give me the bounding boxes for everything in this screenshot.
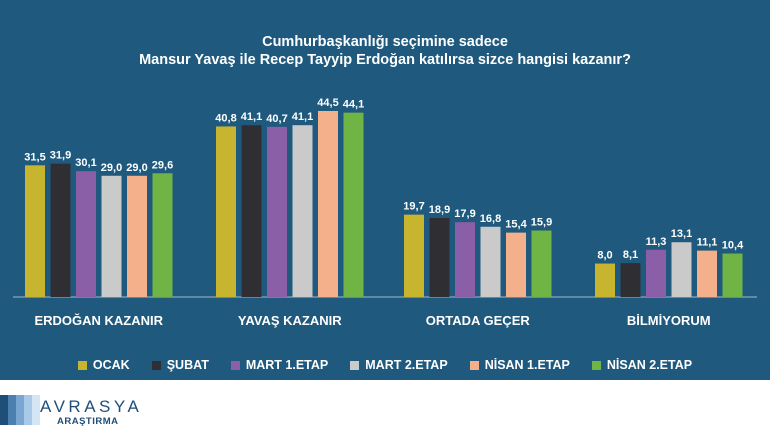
logo-stripe-5 [32,395,40,425]
legend-swatch [350,360,360,370]
data-label-1-1: 31,5 [24,151,45,163]
bar-1-2 [50,163,71,297]
legend-item-4: MART 2.ETAP [350,358,448,372]
brand-subtitle: ARAŞTIRMA [57,416,119,427]
legend-label: OCAK [92,358,130,372]
logo-stripe-4 [24,395,32,425]
bar-3-4 [480,226,501,297]
category-label-4: BİLMİYORUM [627,313,711,328]
data-label-2-4: 41,1 [292,111,313,123]
bar-4-5 [697,250,717,297]
data-label-4-3: 11,3 [646,236,667,248]
data-label-4-6: 10,4 [722,240,744,252]
category-label-2: YAVAŞ KAZANIR [238,313,342,328]
logo-stripe-2 [8,395,16,425]
bar-4-1 [595,263,615,297]
chart-title-line1: Cumhurbaşkanlığı seçimine sadece [262,34,508,50]
chart-title: Cumhurbaşkanlığı seçimine sadece Mansur … [0,33,770,69]
data-label-2-3: 40,7 [266,113,287,125]
footer-band [0,380,770,433]
chart-title-line2: Mansur Yavaş ile Recep Tayyip Erdoğan ka… [139,52,631,68]
data-label-4-5: 11,1 [697,237,718,249]
data-label-3-2: 18,9 [429,204,450,216]
bar-3-2 [429,217,450,297]
legend-item-3: MART 1.ETAP [230,358,329,372]
legend-label: MART 2.ETAP [365,358,448,372]
brand-name: AVRASYA [40,397,143,416]
data-label-3-3: 17,9 [454,208,475,220]
bar-2-4 [292,125,313,298]
legend-swatch [230,360,240,370]
bar-1-1 [25,165,45,297]
legend-label: ŞUBAT [166,358,209,372]
data-label-1-4: 29,0 [101,162,122,174]
bar-2-6 [343,112,364,297]
legend-label: NİSAN 2.ETAP [606,358,693,372]
legend-label: NİSAN 1.ETAP [484,358,570,372]
category-label-1: ERDOĞAN KAZANIR [34,313,163,328]
chart-legend: OCAK ŞUBAT MART 1.ETAP MART 2.ETAP NİSAN 1.E… [0,358,770,372]
legend-item-2: ŞUBAT [151,358,209,372]
data-label-1-6: 29,6 [152,159,173,171]
category-label-3: ORTADA GEÇER [426,313,531,328]
data-label-4-2: 8,1 [623,249,638,261]
data-label-3-6: 15,9 [531,217,552,229]
legend-swatch [591,360,601,370]
bar-1-6 [152,173,173,297]
bar-4-6 [722,253,743,297]
bar-2-3 [267,126,287,298]
legend-swatch [469,360,479,370]
logo-stripe-3 [16,395,24,425]
bar-3-1 [404,214,424,297]
bar-3-3 [455,222,475,297]
bar-2-5 [318,110,338,298]
legend-item-6: NİSAN 2.ETAP [591,358,693,372]
bar-2-1 [216,126,236,298]
bar-2-2 [241,125,262,298]
legend-swatch [77,360,87,370]
data-label-4-1: 8,0 [597,250,612,262]
brand-logo-mark [0,395,40,425]
data-label-2-1: 40,8 [215,112,236,124]
data-label-1-2: 31,9 [50,150,71,162]
bar-1-4 [101,175,122,297]
bar-1-3 [76,171,96,297]
data-label-2-6: 44,1 [343,99,364,111]
data-label-1-3: 30,1 [75,157,96,169]
data-label-3-4: 16,8 [480,213,501,225]
bar-4-4 [671,242,692,297]
data-label-4-4: 13,1 [671,228,692,240]
data-label-2-5: 44,5 [317,97,338,109]
legend-label: MART 1.ETAP [245,358,329,372]
bar-3-6 [531,230,552,297]
data-label-1-5: 29,0 [126,162,147,174]
bar-4-2 [620,263,641,297]
legend-swatch [151,360,161,370]
bar-1-5 [127,175,147,297]
bar-4-3 [646,249,666,297]
legend-item-5: NİSAN 1.ETAP [469,358,570,372]
bar-chart: 31,5 31,9 30,1 29,0 29,0 29,6 ERDOĞAN KAZANIR 4… [13,97,757,328]
data-label-3-1: 19,7 [403,201,424,213]
data-label-3-5: 15,4 [505,219,527,231]
data-label-2-2: 41,1 [241,111,262,123]
bar-3-5 [506,232,526,297]
legend-item-1: OCAK [77,358,130,372]
logo-stripe-1 [0,395,8,425]
